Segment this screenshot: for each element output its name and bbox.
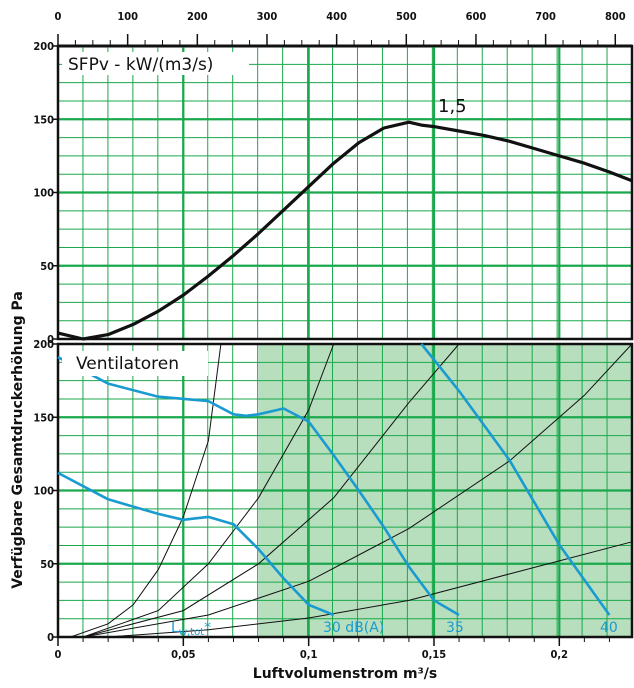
sfp-grid xyxy=(56,44,634,341)
sound-label-40: 40 xyxy=(600,620,618,636)
fan-panel: Ventilatoren Lw,tot* 30 dB(A) 35 40 0 50 1… xyxy=(33,338,634,644)
y-axis-title: Verfügbare Gesamtdruckerhöhung Pa xyxy=(10,291,26,589)
y-tick-label: 200 xyxy=(33,338,54,351)
sfp-annotation: 1,5 xyxy=(438,96,467,117)
y-tick-label: 100 xyxy=(33,187,54,200)
x-tick-label: 0,15 xyxy=(422,648,447,661)
y-tick-label: 150 xyxy=(33,411,54,424)
bottom-axis: 0 0,05 0,1 0,15 0,2 xyxy=(55,637,610,661)
system-curve xyxy=(82,343,460,638)
top-tick-label: 400 xyxy=(326,10,347,23)
fan-title-box xyxy=(62,351,208,376)
y-tick-label: 50 xyxy=(40,558,54,571)
sfp-y-ticks: 0 50 100 150 200 xyxy=(33,40,58,346)
y-tick-label: 0 xyxy=(47,333,54,346)
top-tick-label: 500 xyxy=(396,10,417,23)
fan-grid xyxy=(56,342,634,639)
top-tick-label: 800 xyxy=(605,10,626,23)
sound-label-30: 30 dB(A) xyxy=(323,620,384,636)
y-tick-label: 150 xyxy=(33,113,54,126)
x-tick-label: 0,05 xyxy=(171,648,196,661)
fan-curve xyxy=(420,343,611,616)
top-tick-label: 0 xyxy=(55,10,62,23)
sfp-curve xyxy=(57,120,633,341)
top-axis: 0 100 200 300 400 500 600 700 800 xyxy=(55,10,632,48)
top-tick-label: 300 xyxy=(257,10,278,23)
system-curve xyxy=(70,343,222,638)
sfp-panel: SFPv - kW/(m3/s) 1,5 0 50 100 150 200 xyxy=(33,40,634,346)
x-tick-label: 0,2 xyxy=(551,648,569,661)
top-tick-label: 700 xyxy=(535,10,556,23)
system-curves xyxy=(70,343,633,638)
sfp-title: SFPv - kW/(m3/s) xyxy=(68,55,213,75)
x-tick-label: 0 xyxy=(55,648,62,661)
y-tick-label: 100 xyxy=(33,485,54,498)
x-axis-title: Luftvolumenstrom m³/s xyxy=(253,666,437,682)
top-tick-label: 100 xyxy=(117,10,138,23)
lwtot-label: Lw,tot* xyxy=(171,620,211,638)
y-tick-label: 50 xyxy=(40,260,54,273)
fan-title: Ventilatoren xyxy=(76,354,179,374)
fan-curve xyxy=(57,356,460,617)
sfp-title-box xyxy=(62,52,249,75)
top-tick-label: 200 xyxy=(187,10,208,23)
system-curve xyxy=(108,541,633,638)
sound-label-35: 35 xyxy=(446,620,464,636)
y-tick-label: 0 xyxy=(47,631,54,644)
y-tick-label: 200 xyxy=(33,40,54,53)
x-tick-label: 0,1 xyxy=(300,648,318,661)
fan-curves xyxy=(57,343,611,617)
system-curve xyxy=(82,343,335,638)
system-curve xyxy=(83,343,633,638)
fan-curve xyxy=(57,471,335,617)
top-tick-label: 600 xyxy=(466,10,487,23)
fan-y-ticks: 0 50 100 150 200 xyxy=(33,338,58,644)
